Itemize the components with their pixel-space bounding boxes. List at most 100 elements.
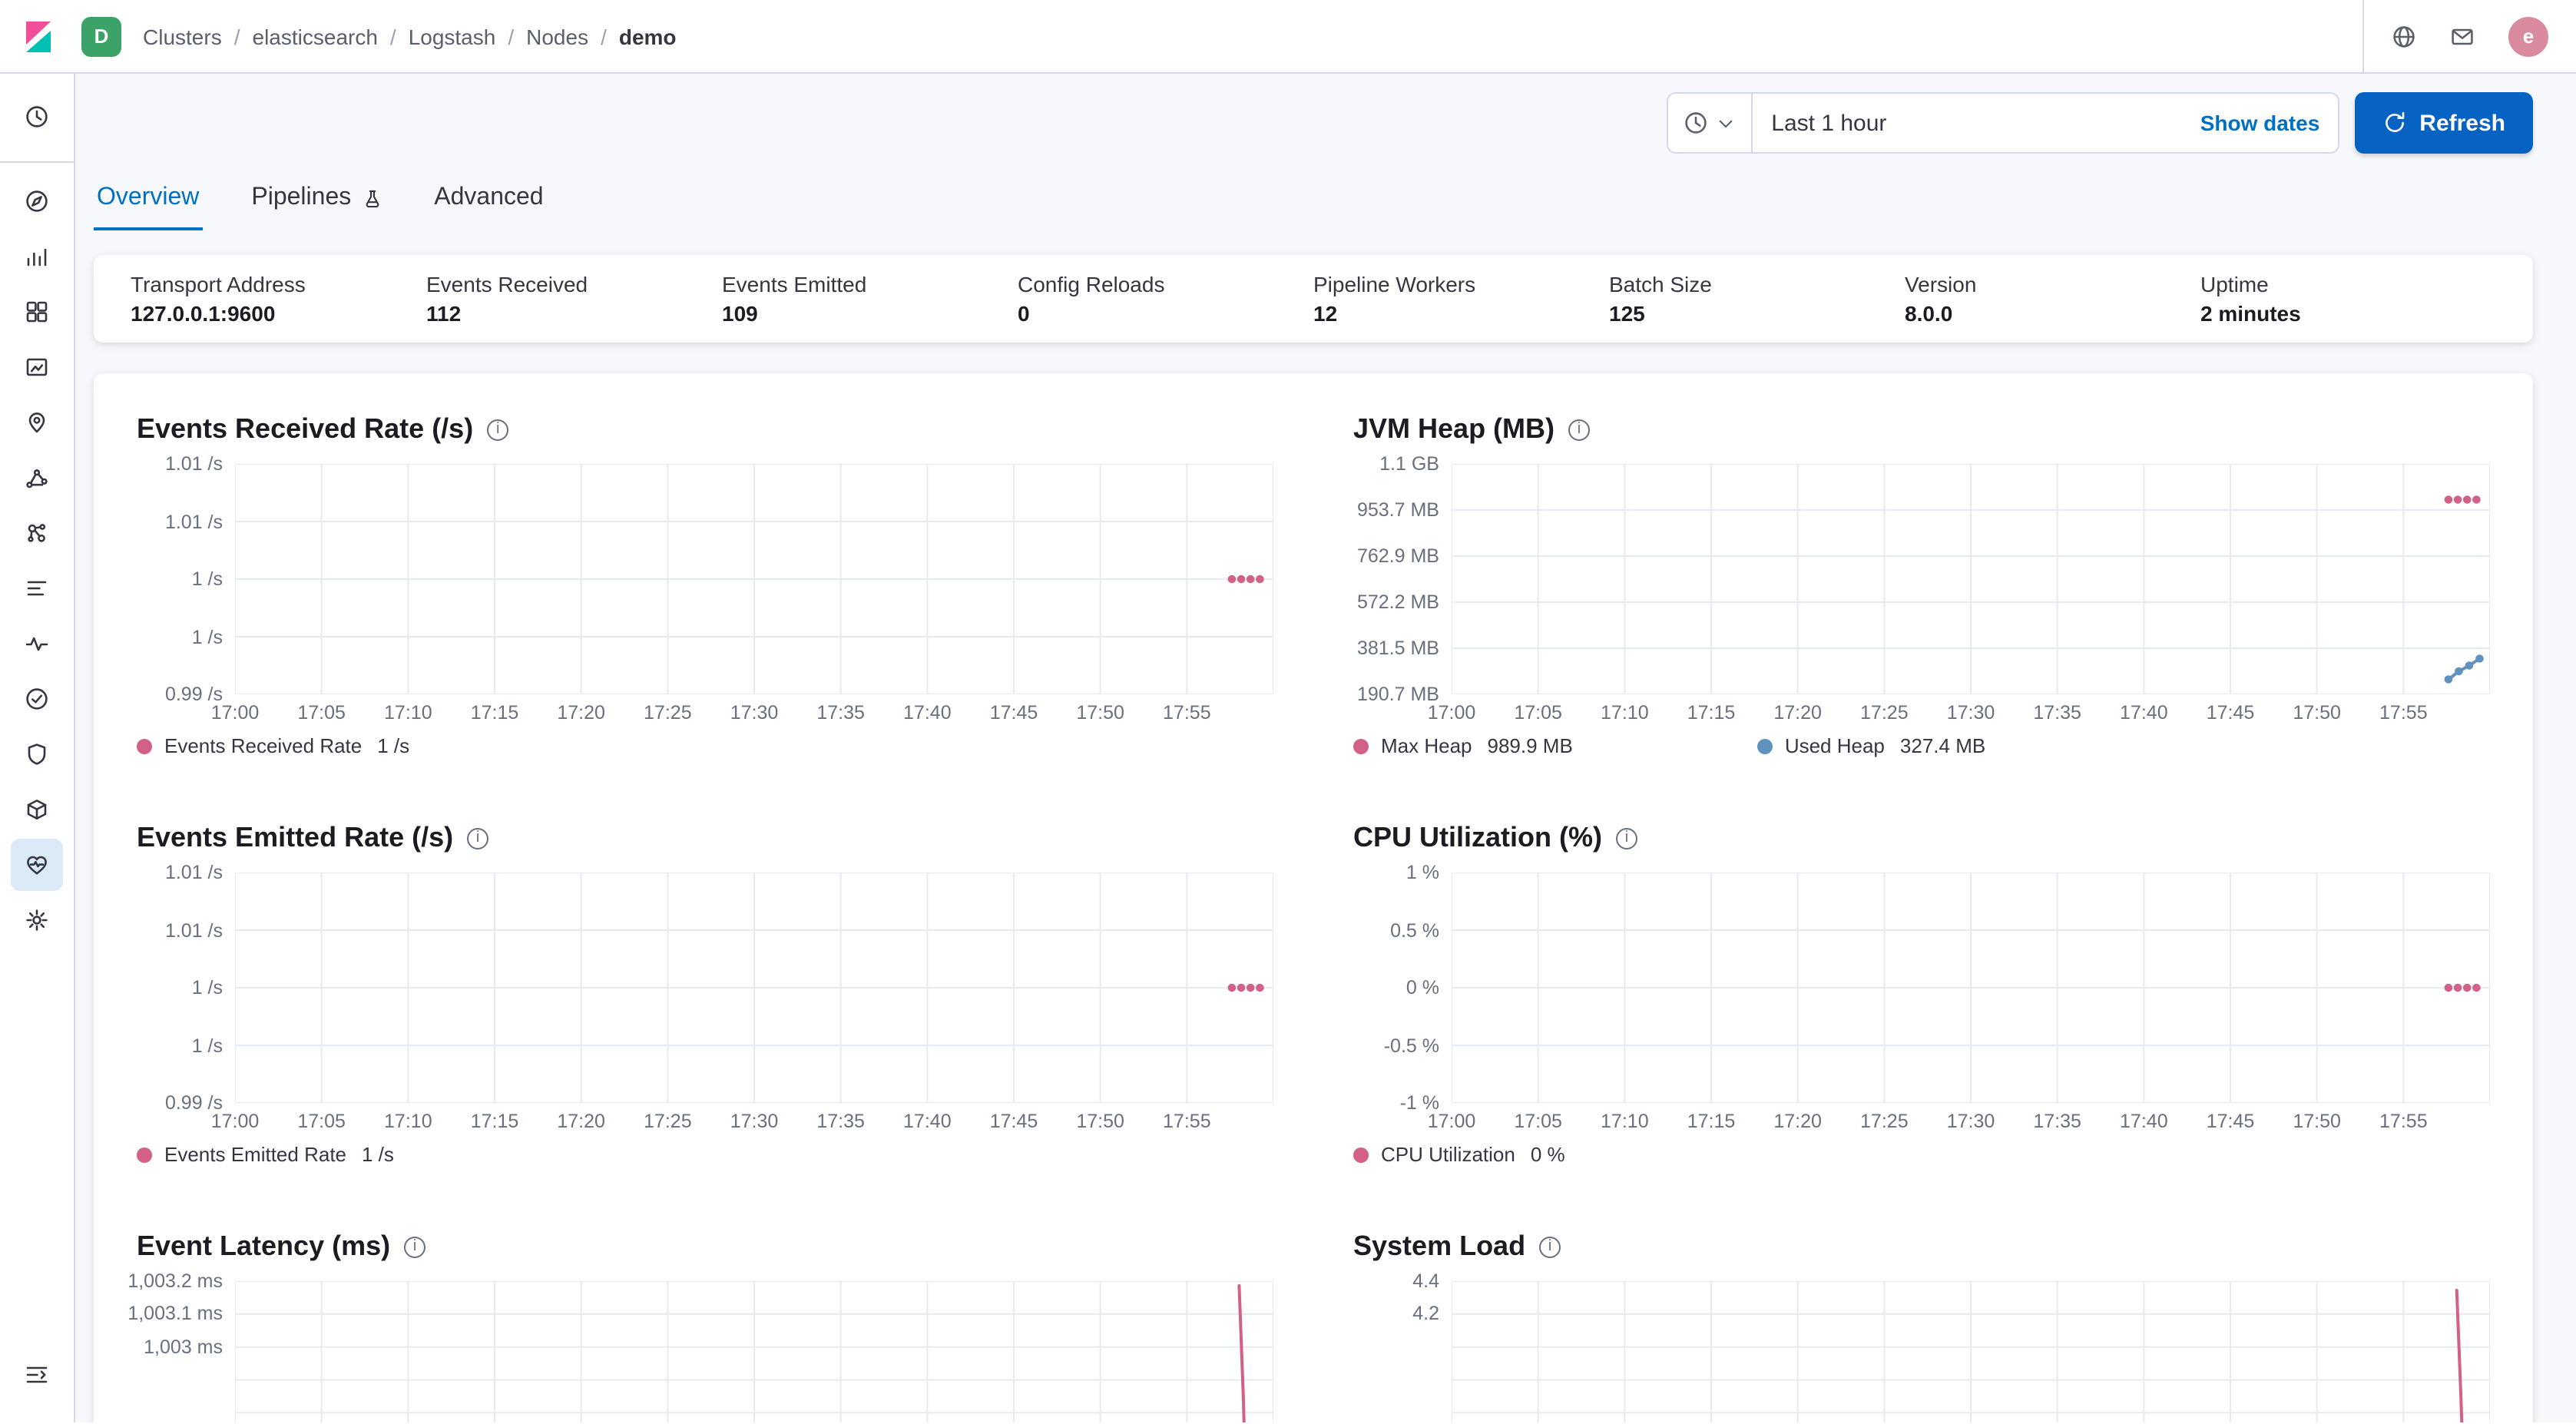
x-axis-label: 17:20 xyxy=(1773,702,1822,724)
sidebar-item-graph[interactable] xyxy=(11,507,63,559)
sidebar-item-apm[interactable] xyxy=(11,618,63,670)
info-icon[interactable]: i xyxy=(1568,419,1591,440)
info-icon[interactable]: i xyxy=(404,1236,426,1257)
y-axis-label: 4.4 xyxy=(1412,1270,1439,1292)
breadcrumb-item-logstash[interactable]: Logstash xyxy=(408,24,496,48)
legend-item[interactable]: Events Received Rate 1 /s xyxy=(137,734,409,757)
x-axis-label: 17:35 xyxy=(816,1111,865,1132)
chart-plot[interactable] xyxy=(235,464,1273,694)
space-avatar[interactable]: D xyxy=(81,16,121,56)
y-axis: 1.01 /s 1.01 /s 1 /s 1 /s 0.99 /s xyxy=(137,453,235,705)
sidebar-item-discover[interactable] xyxy=(11,175,63,227)
time-range-value[interactable]: Last 1 hour xyxy=(1771,110,1887,136)
refresh-button-label: Refresh xyxy=(2419,110,2505,136)
x-axis-label: 17:55 xyxy=(2379,702,2428,724)
sidebar-item-fleet[interactable] xyxy=(11,783,63,836)
legend-item[interactable]: Max Heap 989.9 MB xyxy=(1353,734,1573,757)
x-axis-label: 17:25 xyxy=(1860,1111,1909,1132)
time-toolbar: Last 1 hour Show dates Refresh xyxy=(94,92,2533,154)
sidebar-item-visualize-library[interactable] xyxy=(11,230,63,283)
user-avatar[interactable]: e xyxy=(2508,16,2548,56)
sidebar-item-maps[interactable] xyxy=(11,396,63,449)
x-axis-label: 17:40 xyxy=(903,1111,952,1132)
y-axis-label: 1,003.2 ms xyxy=(127,1270,223,1292)
x-axis-label: 17:20 xyxy=(557,1111,605,1132)
breadcrumb-item-demo: demo xyxy=(618,24,677,48)
chart-cpu-utilization: CPU Utilization (%) i 1 % 0.5 % 0 % -0.5 % -1 … xyxy=(1353,822,2490,1166)
x-axis-label: 17:35 xyxy=(816,702,865,724)
visualize-library-icon xyxy=(25,244,49,269)
y-axis-label: 4.2 xyxy=(1412,1303,1439,1325)
legend-value: 327.4 MB xyxy=(1899,734,1986,757)
chart-jvm-heap-mb: JVM Heap (MB) i 1.1 GB 953.7 MB 762.9 MB 572.… xyxy=(1353,413,2490,757)
legend-dot xyxy=(1757,738,1773,753)
legend-item[interactable]: Events Emitted Rate 1 /s xyxy=(137,1143,394,1166)
refresh-button[interactable]: Refresh xyxy=(2355,92,2533,154)
newsfeed-icon[interactable] xyxy=(2450,24,2475,48)
chart-plot[interactable] xyxy=(235,1281,1273,1422)
quick-select-button[interactable] xyxy=(1668,94,1753,152)
chart-header: System Load i xyxy=(1353,1230,2490,1263)
info-icon[interactable]: i xyxy=(1616,827,1637,849)
chart-plot[interactable] xyxy=(1452,873,2490,1103)
maps-icon xyxy=(25,410,49,435)
sidebar-item-stack-monitoring[interactable] xyxy=(11,839,63,891)
breadcrumb-item-clusters[interactable]: Clusters xyxy=(143,24,222,48)
sidebar-item-uptime[interactable] xyxy=(11,673,63,725)
sidebar-item-machine-learning[interactable] xyxy=(11,452,63,504)
collapse-menu-button[interactable] xyxy=(11,1349,63,1401)
chart-title: Event Latency (ms) xyxy=(137,1230,391,1261)
legend-dot xyxy=(137,1147,152,1162)
top-header: D Clusters / elasticsearch / Logstash / Nodes /… xyxy=(0,0,2576,74)
header-actions: e xyxy=(2362,0,2576,72)
info-icon[interactable]: i xyxy=(1539,1236,1561,1257)
x-axis-label: 17:15 xyxy=(470,1111,519,1132)
chart-plot-area: 4.4 4.2 xyxy=(1353,1270,2490,1422)
date-picker-range[interactable]: Last 1 hour Show dates xyxy=(1753,94,2338,152)
show-dates-button[interactable]: Show dates xyxy=(2200,111,2320,135)
summary-stat-uptime: Uptime 2 minutes xyxy=(2200,272,2496,326)
stat-value: 125 xyxy=(1609,301,1645,326)
summary-stat-version: Version 8.0.0 xyxy=(1905,272,2200,326)
summary-stat-config-reloads: Config Reloads 0 xyxy=(1018,272,1313,326)
chart-title: JVM Heap (MB) xyxy=(1353,413,1555,444)
legend-dot xyxy=(137,738,152,753)
sidebar-item-observability[interactable] xyxy=(11,562,63,614)
tab-overview[interactable]: Overview xyxy=(94,175,203,230)
breadcrumb-item-elasticsearch[interactable]: elasticsearch xyxy=(252,24,378,48)
stat-label: Events Emitted xyxy=(722,272,867,296)
help-icon[interactable] xyxy=(2392,24,2416,48)
info-icon[interactable]: i xyxy=(467,827,489,849)
sidebar-item-stack-management[interactable] xyxy=(11,894,63,946)
y-axis-label: 190.7 MB xyxy=(1356,684,1439,705)
tab-pipelines[interactable]: Pipelines xyxy=(248,175,385,230)
y-axis-label: 1.01 /s xyxy=(164,453,223,475)
recently-viewed-button[interactable] xyxy=(11,91,63,143)
chart-plot[interactable] xyxy=(1452,464,2490,694)
sidebar-item-dashboard[interactable] xyxy=(11,286,63,338)
kibana-logo[interactable] xyxy=(0,18,75,55)
chart-plot[interactable] xyxy=(1452,1281,2490,1422)
info-icon[interactable]: i xyxy=(487,419,509,440)
summary-stat-batch-size: Batch Size 125 xyxy=(1609,272,1905,326)
legend-item[interactable]: CPU Utilization 0 % xyxy=(1353,1143,1565,1166)
tabs: Overview Pipelines Advanced xyxy=(94,175,2533,230)
y-axis-label: 0.99 /s xyxy=(164,684,223,705)
x-axis-label: 17:10 xyxy=(1601,1111,1649,1132)
stat-label: Batch Size xyxy=(1609,272,1712,296)
chevron-down-icon xyxy=(1716,113,1736,133)
sidebar-item-canvas[interactable] xyxy=(11,341,63,393)
chart-title: Events Received Rate (/s) xyxy=(137,413,474,444)
main-content: Last 1 hour Show dates Refresh Overview P… xyxy=(75,74,2576,1422)
x-axis-label: 17:30 xyxy=(730,702,779,724)
legend-item[interactable]: Used Heap 327.4 MB xyxy=(1757,734,1985,757)
y-axis-label: -0.5 % xyxy=(1383,1035,1439,1056)
x-axis-label: 17:25 xyxy=(1860,702,1909,724)
sidebar-top xyxy=(0,74,74,163)
breadcrumb-item-nodes[interactable]: Nodes xyxy=(526,24,589,48)
sidebar-item-security[interactable] xyxy=(11,728,63,780)
x-axis-label: 17:35 xyxy=(2033,1111,2081,1132)
tab-advanced[interactable]: Advanced xyxy=(431,175,546,230)
chart-plot[interactable] xyxy=(235,873,1273,1103)
x-axis-label: 17:25 xyxy=(644,1111,692,1132)
